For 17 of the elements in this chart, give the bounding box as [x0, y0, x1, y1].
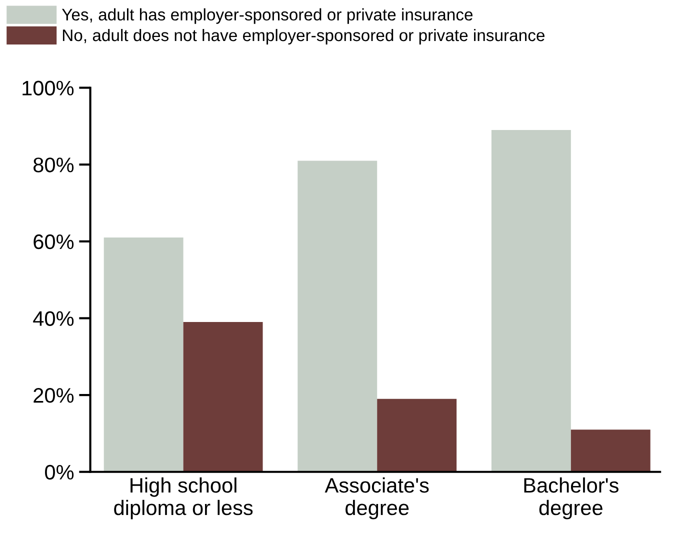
bar: [570, 430, 650, 472]
bar: [104, 238, 184, 472]
bar: [298, 160, 378, 472]
legend-label: Yes, adult has employer-sponsored or private insurance: [62, 8, 473, 24]
y-tick-label: 40%: [33, 311, 74, 326]
legend-label: No, adult does not have employer-sponsored or private insurance: [62, 28, 544, 44]
y-tick-label: 80%: [34, 158, 74, 172]
y-tick-label: 0%: [45, 464, 74, 480]
x-tick-label: High school diploma or less: [114, 477, 253, 520]
bar: [491, 130, 571, 472]
y-tick-label: 60%: [34, 234, 74, 250]
bar: [377, 398, 457, 472]
x-tick-label: Bachelor's degree: [524, 477, 618, 520]
y-tick-label: 20%: [34, 388, 74, 403]
y-tick-label: 100%: [22, 80, 74, 96]
x-tick-label: Associate's degree: [324, 477, 429, 520]
bar: [183, 322, 263, 472]
